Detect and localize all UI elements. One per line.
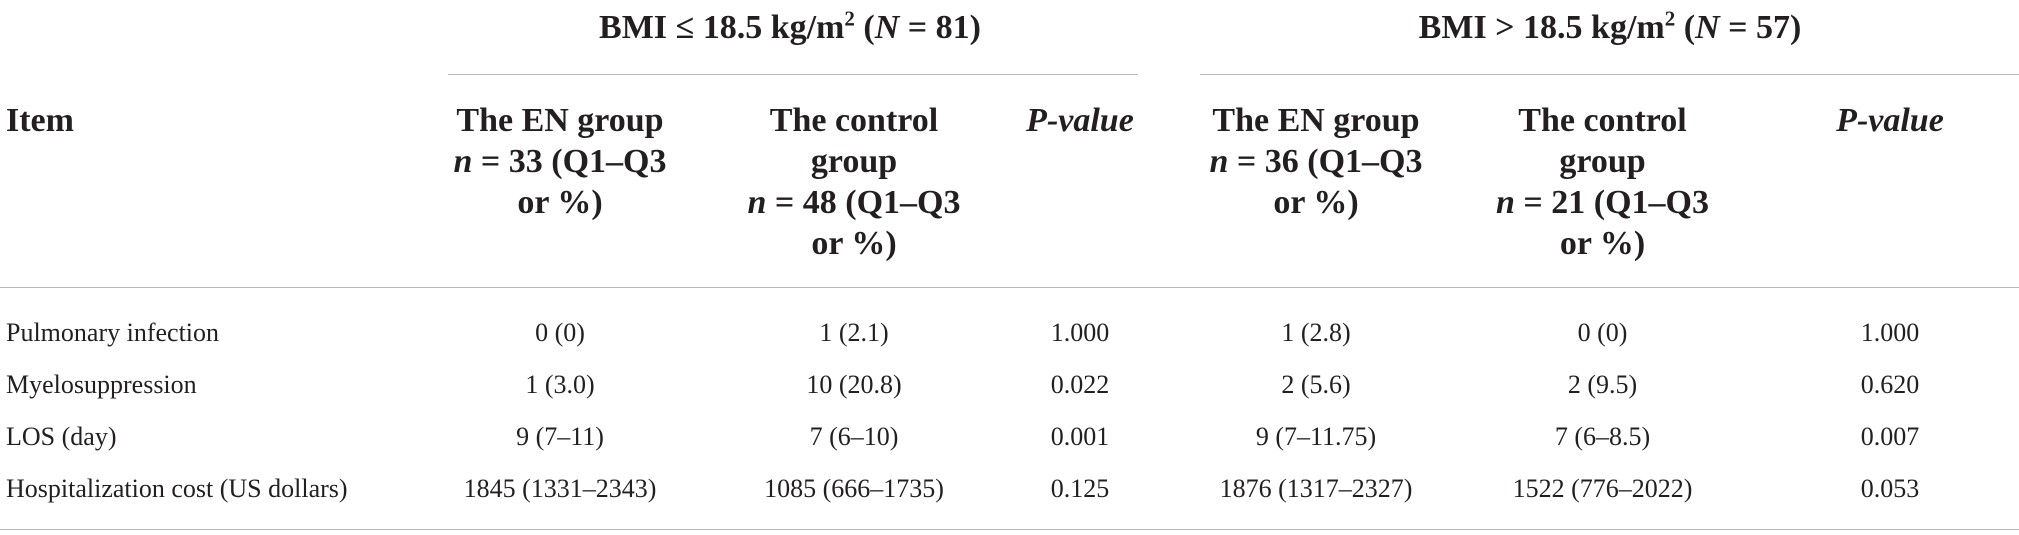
n-symbol: N bbox=[874, 9, 900, 46]
control-group-header-2: The control group n = 21 (Q1–Q3 or %) bbox=[1475, 100, 1730, 264]
table-cell: 0.620 bbox=[1860, 370, 1920, 399]
group-title-text: ( bbox=[854, 9, 875, 46]
header-line: group bbox=[810, 143, 898, 180]
table-cell: 1.000 bbox=[1860, 318, 1920, 347]
header-rule bbox=[0, 287, 2019, 288]
row-label: Hospitalization cost (US dollars) bbox=[6, 474, 348, 503]
table-cell: 0.007 bbox=[1860, 422, 1920, 451]
group-title-text: ( bbox=[1675, 9, 1696, 46]
group-title-bmi-low: BMI ≤ 18.5 kg/m2 (N = 81) bbox=[430, 8, 1150, 48]
table-cell: 1876 (1317–2327) bbox=[1219, 474, 1413, 503]
n-symbol: n bbox=[453, 143, 473, 180]
header-text: = 36 (Q1–Q3 bbox=[1228, 143, 1423, 180]
spanner-rule-right bbox=[1200, 74, 2019, 75]
n-symbol: n bbox=[1495, 184, 1515, 221]
item-column-header: Item bbox=[6, 102, 74, 139]
header-line: group bbox=[1559, 143, 1646, 180]
header-text: = 33 (Q1–Q3 bbox=[472, 143, 667, 180]
header-line: The control bbox=[769, 102, 939, 139]
bottom-rule bbox=[0, 529, 2019, 530]
table-cell: 1845 (1331–2343) bbox=[463, 474, 657, 503]
header-line: The EN group bbox=[1212, 102, 1420, 139]
table-cell: 1085 (666–1735) bbox=[764, 474, 944, 503]
control-group-header-1: The control group n = 48 (Q1–Q3 or %) bbox=[720, 100, 988, 264]
header-line: or %) bbox=[811, 225, 897, 262]
superscript: 2 bbox=[1664, 6, 1676, 31]
group-title-text: BMI ≤ 18.5 kg/m bbox=[599, 9, 845, 46]
spanner-rule-left bbox=[448, 74, 1138, 75]
table-cell: 0.022 bbox=[1050, 370, 1110, 399]
header-line: The EN group bbox=[456, 102, 664, 139]
header-line: or %) bbox=[517, 184, 603, 221]
header-line: n = 36 (Q1–Q3 bbox=[1188, 141, 1444, 182]
header-line: or %) bbox=[1273, 184, 1359, 221]
group-title-text: = 57) bbox=[1719, 9, 1802, 46]
row-label: LOS (day) bbox=[6, 422, 117, 451]
table-cell: 0.125 bbox=[1050, 474, 1110, 503]
header-line: The control bbox=[1518, 102, 1687, 139]
en-group-header-1: The EN group n = 33 (Q1–Q3 or %) bbox=[425, 100, 695, 223]
table-cell: 1522 (776–2022) bbox=[1512, 474, 1693, 503]
header-line: or %) bbox=[1559, 225, 1646, 262]
en-group-header-2: The EN group n = 36 (Q1–Q3 or %) bbox=[1188, 100, 1444, 223]
table-cell: 2 (5.6) bbox=[1281, 370, 1351, 399]
header-text: = 21 (Q1–Q3 bbox=[1514, 184, 1709, 221]
header-text: = 48 (Q1–Q3 bbox=[766, 184, 961, 221]
superscript: 2 bbox=[844, 6, 855, 31]
n-symbol: n bbox=[747, 184, 767, 221]
table-cell: 0.001 bbox=[1050, 422, 1110, 451]
table-cell: 1 (3.0) bbox=[525, 370, 595, 399]
table-cell: 0 (0) bbox=[1577, 318, 1628, 347]
table-cell: 7 (6–10) bbox=[809, 422, 899, 451]
header-line: n = 21 (Q1–Q3 bbox=[1475, 182, 1730, 223]
table-cell: 9 (7–11) bbox=[516, 422, 604, 451]
table-cell: 0 (0) bbox=[535, 318, 585, 347]
row-label: Myelosuppression bbox=[6, 370, 197, 399]
table-cell: 9 (7–11.75) bbox=[1255, 422, 1377, 451]
table-cell: 1.000 bbox=[1050, 318, 1110, 347]
header-line: n = 33 (Q1–Q3 bbox=[425, 141, 695, 182]
table-cell: 2 (9.5) bbox=[1567, 370, 1638, 399]
p-value-header-1: P-value bbox=[1026, 102, 1134, 139]
n-symbol: N bbox=[1695, 9, 1720, 46]
group-title-bmi-high: BMI > 18.5 kg/m2 (N = 57) bbox=[1250, 8, 1970, 48]
n-symbol: n bbox=[1209, 143, 1229, 180]
table-cell: 0.053 bbox=[1860, 474, 1920, 503]
group-title-text: = 81) bbox=[899, 9, 981, 46]
header-line: n = 48 (Q1–Q3 bbox=[720, 182, 988, 223]
row-label: Pulmonary infection bbox=[6, 318, 220, 347]
p-value-header-2: P-value bbox=[1836, 102, 1944, 139]
table-cell: 1 (2.8) bbox=[1281, 318, 1351, 347]
table-cell: 1 (2.1) bbox=[819, 318, 889, 347]
group-title-text: BMI > 18.5 kg/m bbox=[1418, 9, 1665, 46]
table-cell: 7 (6–8.5) bbox=[1554, 422, 1651, 451]
table-cell: 10 (20.8) bbox=[806, 370, 902, 399]
